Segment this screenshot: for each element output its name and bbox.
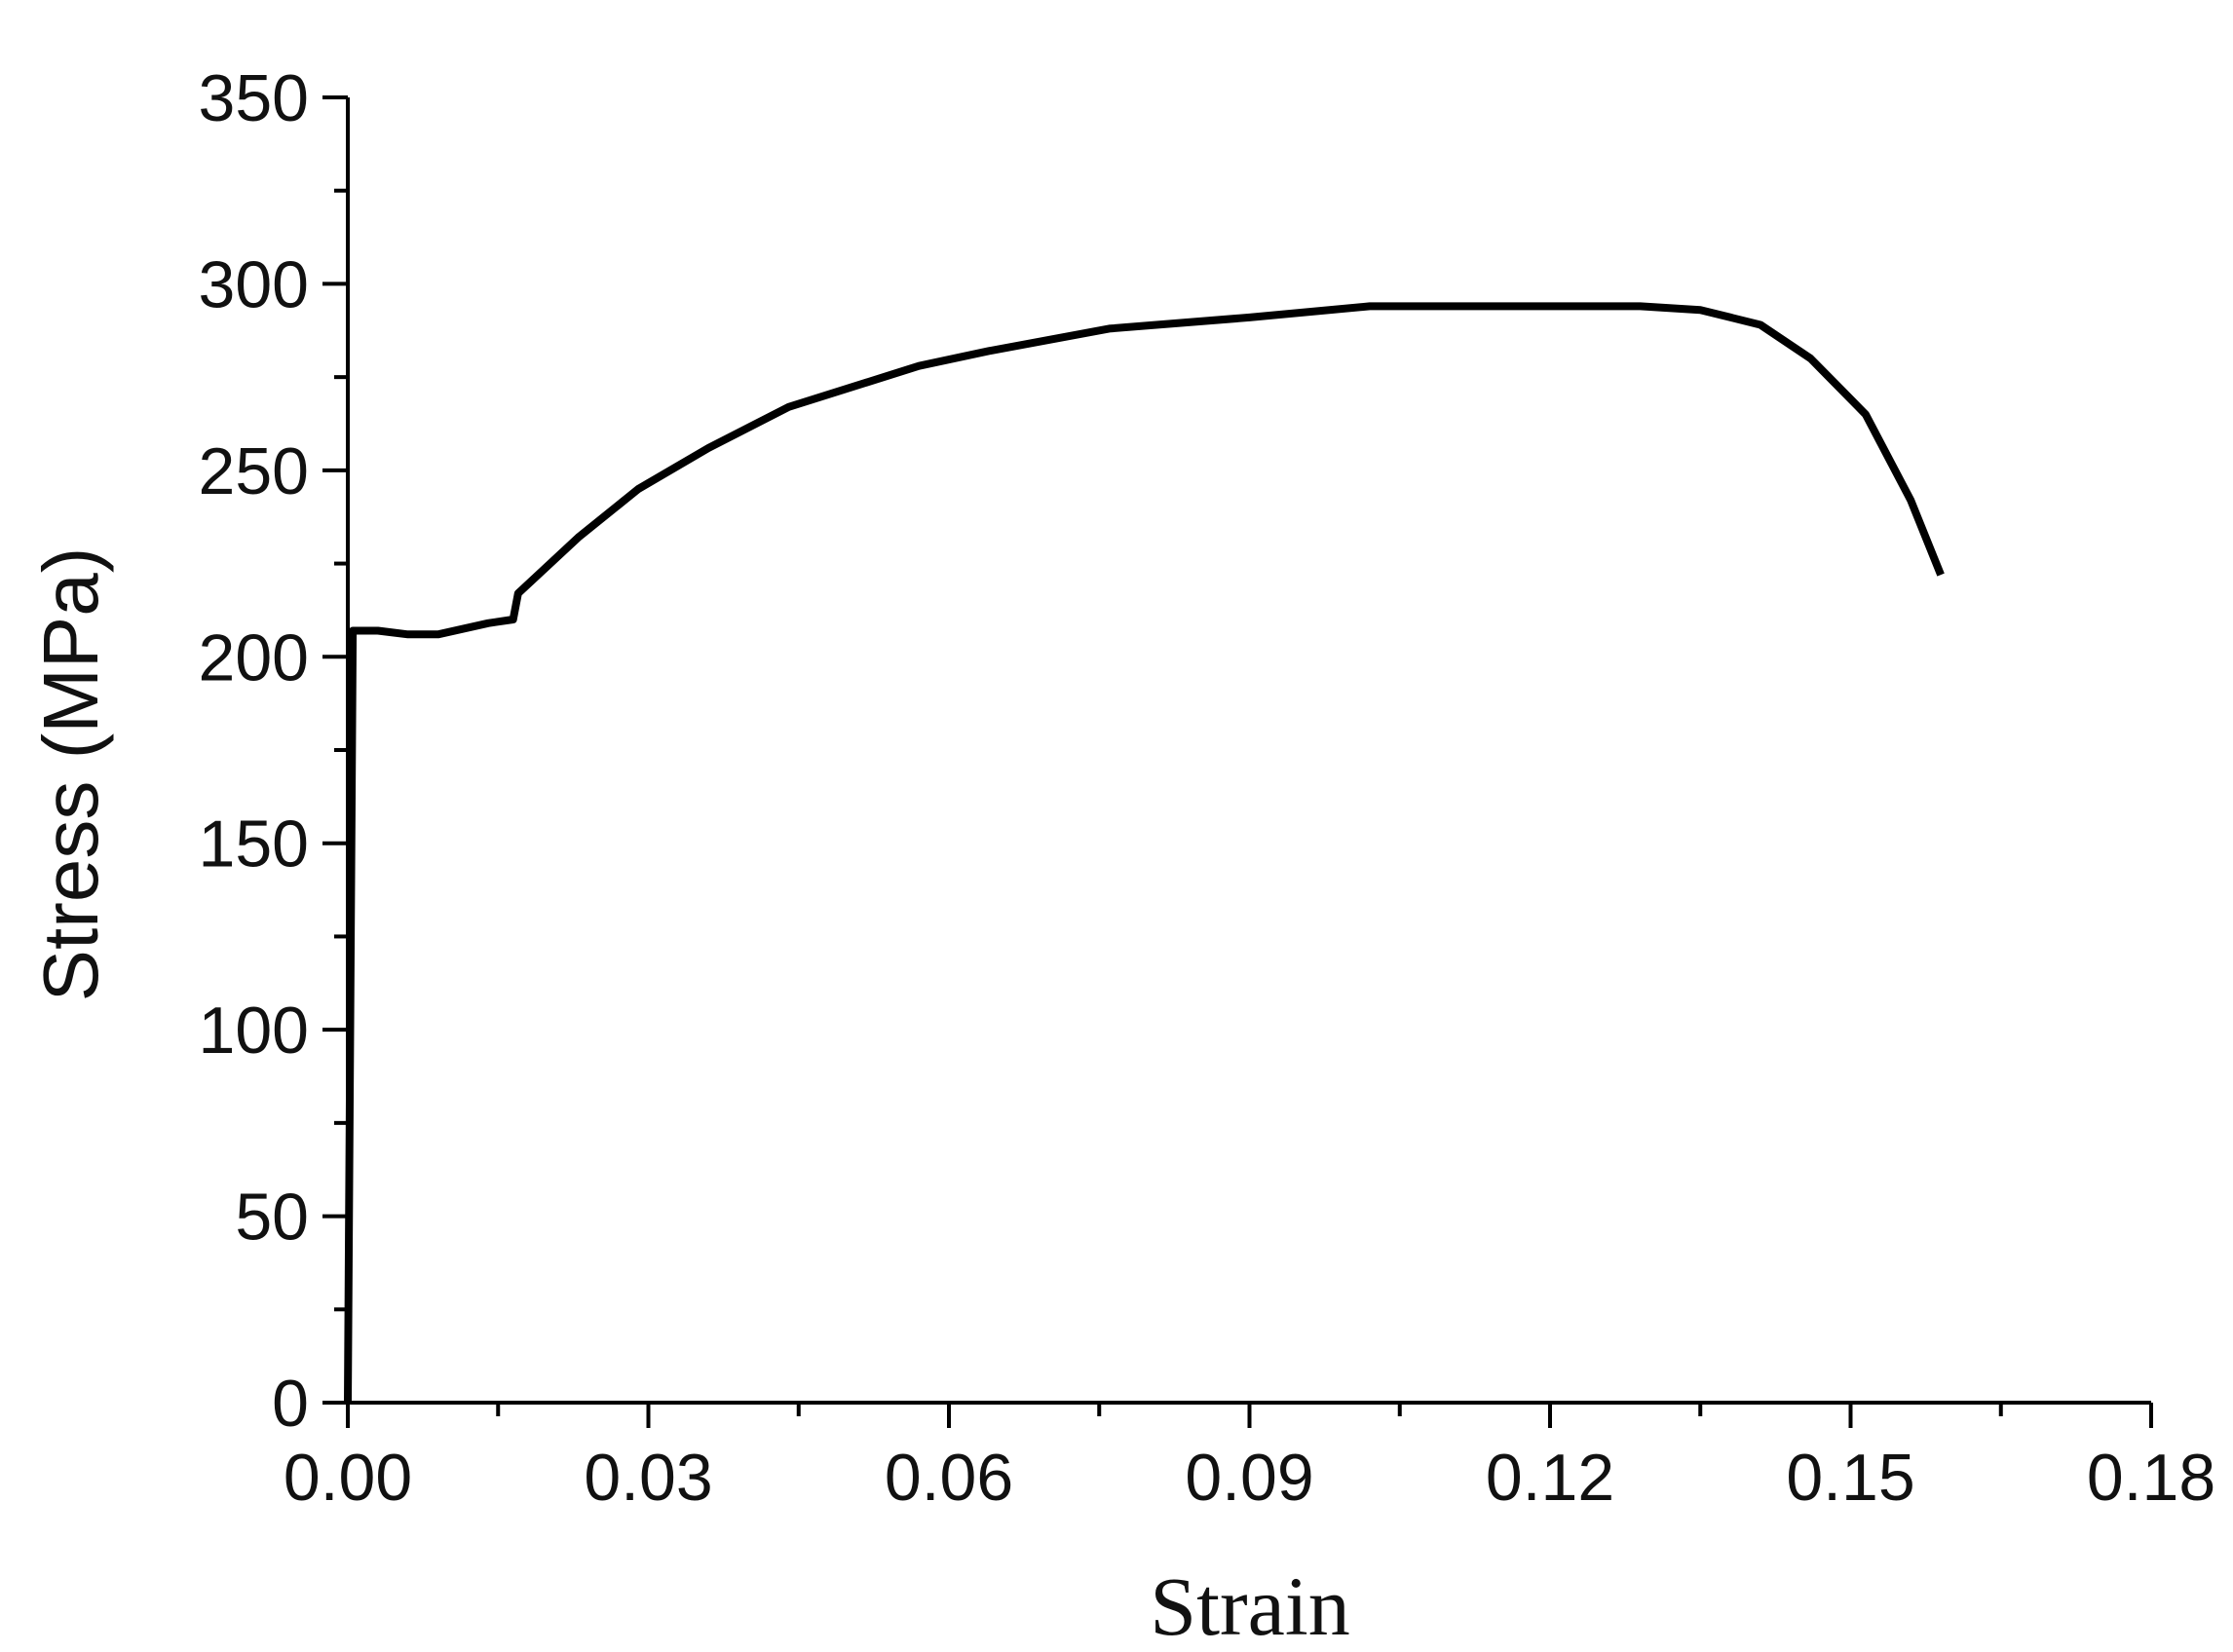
x-tick-label: 0.15 (1786, 1441, 1914, 1515)
y-tick-label: 350 (199, 61, 309, 135)
x-tick-label: 0.00 (284, 1441, 412, 1515)
x-tick-label: 0.06 (885, 1441, 1013, 1515)
x-axis-label: Strain (1150, 1559, 1349, 1652)
y-tick-label: 150 (199, 807, 309, 882)
x-tick-label: 0.03 (584, 1441, 712, 1515)
y-tick-label: 0 (272, 1367, 309, 1441)
y-tick-label: 50 (235, 1181, 309, 1255)
axes (346, 97, 2151, 1405)
y-tick-label: 200 (199, 620, 309, 695)
series-layer (344, 302, 1945, 1404)
y-axis-label: Stress (MPa) (27, 547, 114, 1002)
y-tick-label: 300 (199, 247, 309, 321)
y-tick-label: 100 (199, 994, 309, 1068)
x-tick-label: 0.09 (1185, 1441, 1313, 1515)
y-tick-label: 250 (199, 434, 309, 508)
stress-strain-curve (344, 302, 1945, 1404)
x-tick-label: 0.12 (1486, 1441, 1614, 1515)
x-tick-label: 0.18 (2087, 1441, 2215, 1515)
ticks: 0.00 0.03 0.06 0.09 0.12 0.15 0.18 0 50 100 150 200… (199, 61, 2216, 1515)
